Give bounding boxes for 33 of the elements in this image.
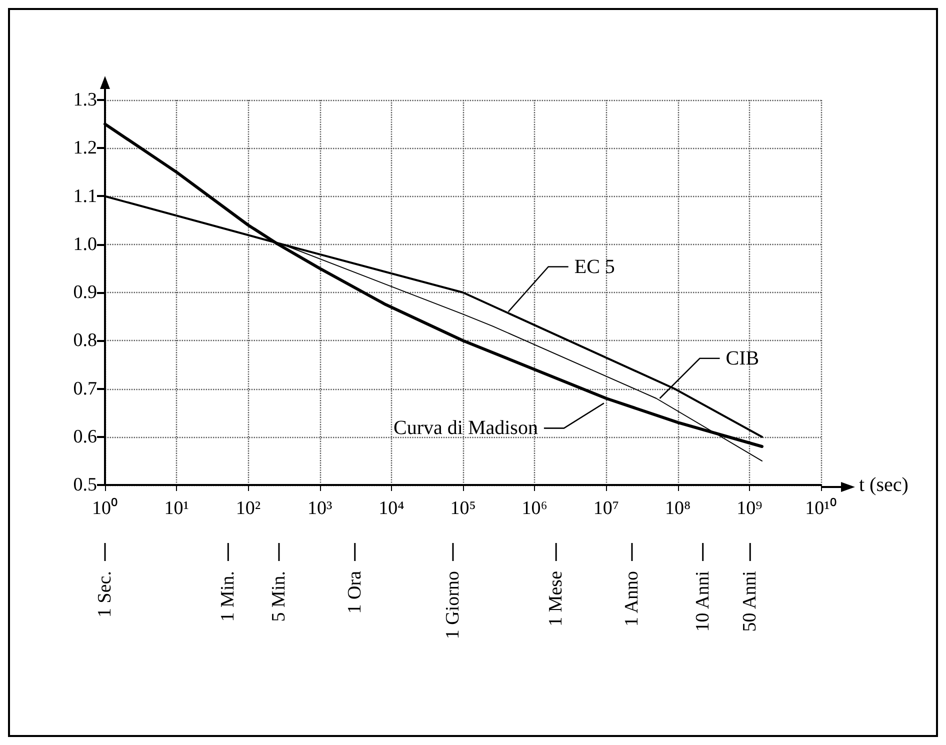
y-tick-label: 0.7 — [73, 378, 97, 400]
text: 5 Min. — [268, 571, 290, 622]
x-tick-label: 10² — [236, 498, 261, 519]
x-tick-label: 10⁵ — [450, 498, 476, 519]
x-tick-label: 10⁰ — [92, 497, 118, 519]
text: 1 Sec. — [94, 571, 116, 618]
x-tick-label: 10⁴ — [378, 498, 405, 519]
text: 1 Min. — [218, 571, 239, 622]
y-tick-label: 1.0 — [73, 234, 97, 255]
y-tick-label: 1.2 — [73, 138, 97, 159]
annotation: Curva di Madison — [394, 417, 538, 440]
x-tick-label: 10⁶ — [522, 498, 548, 519]
x-tick-label: 10³ — [307, 498, 332, 519]
y-tick-label: 1.1 — [73, 186, 97, 207]
annotation: CIB — [726, 347, 760, 370]
text: 1 Giorno — [442, 571, 464, 640]
y-tick-label: 0.5 — [73, 474, 97, 496]
x-axis-title: t (sec) — [859, 474, 908, 496]
y-tick-label: 0.6 — [73, 426, 97, 448]
x-tick-label: 10⁸ — [664, 498, 691, 519]
x-tick-label: 10⁷ — [593, 498, 620, 519]
y-tick-label: 0.9 — [73, 282, 97, 303]
x-tick-label: 10¹⁰ — [805, 497, 837, 519]
text: 1 Anno — [621, 571, 642, 626]
x-tick-label: 10¹ — [164, 498, 190, 519]
annotation: EC 5 — [574, 256, 615, 278]
text: 10 Anni — [692, 571, 714, 632]
text: 1 Ora — [344, 570, 366, 614]
text: 1 Mese — [546, 571, 567, 626]
text: 50 Anni — [740, 571, 761, 632]
x-tick-label: 10⁹ — [736, 498, 763, 519]
y-tick-label: 1.3 — [73, 90, 97, 110]
y-tick-label: 0.8 — [73, 330, 97, 352]
